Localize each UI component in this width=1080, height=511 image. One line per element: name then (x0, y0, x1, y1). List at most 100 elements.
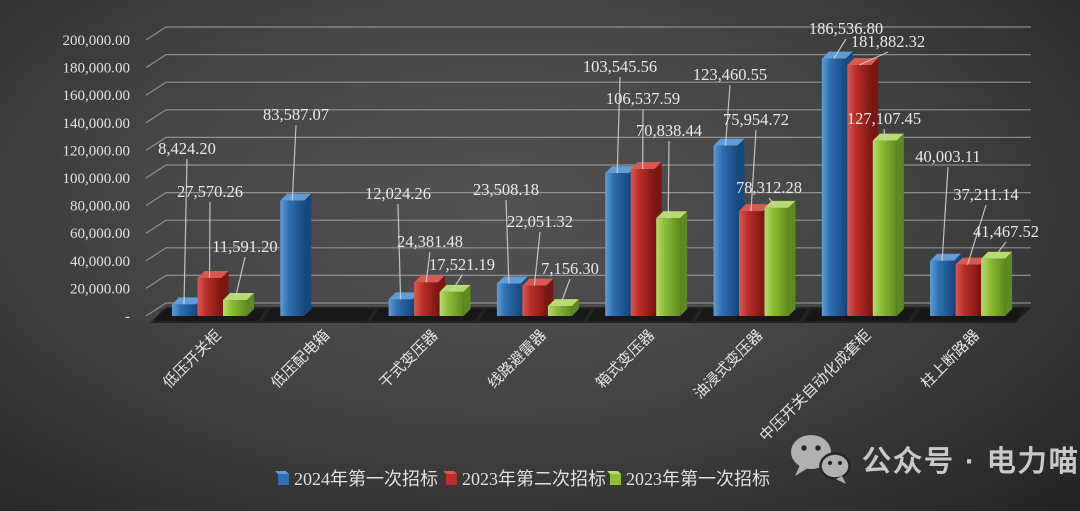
watermark-text: 公众号 · 电力喵 (862, 446, 1080, 478)
y-tick-label: 20,000.00 (70, 281, 130, 297)
legend-marker (446, 474, 457, 485)
legend-label: 2024年第一次招标 (294, 469, 438, 489)
data-label-leader-line (451, 274, 463, 293)
data-label-leader-line (616, 76, 621, 174)
data-label: 8,424.20 (158, 139, 216, 158)
legend-item-1: 2023年第二次招标 (443, 469, 606, 489)
data-label: 181,882.32 (851, 32, 925, 51)
data-label: 23,508.18 (473, 180, 539, 199)
data-label-leader-line (941, 166, 949, 261)
y-tick-label: 80,000.00 (70, 199, 130, 215)
gridline (145, 81, 1031, 96)
data-label-leader-line (505, 199, 510, 284)
data-label-leader-line (291, 124, 297, 201)
data-label-leader-line (750, 129, 757, 212)
wechat-icon (791, 435, 851, 484)
data-label-leader-line (967, 204, 987, 265)
category-label: 中压开关自动化成套柜 (757, 327, 875, 445)
data-labels: 8,424.20 83,587.07 12,024.26 23,508.18 103,5… (158, 19, 1039, 307)
y-tick-label: 180,000.00 (63, 61, 131, 77)
bar-2-2 (439, 284, 471, 316)
data-label-leader-line (667, 140, 670, 219)
data-label-leader-line (397, 203, 402, 300)
data-label: 24,381.48 (397, 232, 463, 251)
category-label: 柱上断路器 (918, 327, 983, 392)
bar-2-3 (547, 299, 579, 316)
x-axis-category-labels: 低压开关柜 低压配电箱 干式变压器 线路避雷器 箱式变压器 油浸式变压器中压开关自动化成套… (160, 327, 983, 445)
y-axis-tick-labels: - 20,000.00 40,000.00 60,000.00 80,000.00 100… (63, 33, 131, 325)
bar-0-1 (280, 193, 312, 316)
legend-marker-top (607, 471, 621, 474)
data-label-leader-line (768, 197, 777, 209)
data-label: 7,156.30 (541, 259, 599, 278)
bar-2-6 (872, 133, 904, 316)
data-label: 41,467.52 (973, 222, 1039, 241)
bar-2-7 (981, 251, 1013, 316)
data-label: 70,838.44 (636, 121, 702, 140)
data-label-leader-line (559, 278, 571, 307)
gridlines (145, 26, 1031, 317)
data-label-leader-line (724, 84, 731, 146)
legend-item-2: 2023年第一次招标 (607, 469, 770, 489)
legend: 2024年第一次招标 2023年第二次招标 2023年第一次招标 (275, 469, 770, 489)
data-label-leader-line (425, 251, 431, 283)
bar-2-5 (764, 200, 796, 316)
y-tick-label: 140,000.00 (63, 116, 131, 132)
bar-group-shadow (262, 309, 375, 321)
gridline (145, 109, 1031, 124)
watermark: 公众号 · 电力喵 (788, 433, 1080, 485)
chart-floor (150, 307, 1032, 323)
legend-label: 2023年第二次招标 (462, 469, 606, 489)
data-label: 83,587.07 (263, 105, 329, 124)
bars (154, 51, 1025, 321)
category-label: 干式变压器 (376, 327, 441, 392)
y-tick-label: 100,000.00 (63, 171, 131, 187)
gridline (145, 54, 1031, 69)
category-label: 低压开关柜 (160, 327, 225, 392)
gridline (145, 26, 1031, 41)
data-label: 186,536.80 (809, 19, 883, 38)
legend-item-0: 2024年第一次招标 (275, 469, 438, 489)
data-label-leader-line (833, 38, 847, 59)
category-label: 箱式变压器 (593, 327, 658, 392)
data-label-leader-line (859, 51, 889, 66)
data-label: 75,954.72 (723, 110, 789, 129)
y-tick-label: 40,000.00 (70, 254, 130, 270)
data-label: 78,312.28 (736, 178, 802, 197)
y-tick-label: 120,000.00 (63, 143, 131, 159)
data-label: 17,521.19 (429, 255, 495, 274)
y-tick-label: - (125, 309, 130, 325)
legend-marker (278, 474, 289, 485)
data-label-leader-line (883, 128, 886, 141)
legend-marker-top (275, 471, 289, 474)
legend-label: 2023年第一次招标 (626, 469, 770, 489)
data-label: 37,211.14 (953, 185, 1018, 204)
legend-marker (610, 474, 621, 485)
y-tick-label: 60,000.00 (70, 226, 130, 242)
data-label: 12,024.26 (365, 184, 431, 203)
category-label: 低压配电箱 (268, 327, 333, 392)
data-label: 22,051.32 (507, 212, 573, 231)
data-label: 103,545.56 (583, 57, 657, 76)
data-label-leader-line (992, 241, 1007, 260)
legend-marker-top (443, 471, 457, 474)
data-label: 40,003.11 (915, 147, 980, 166)
category-label: 线路避雷器 (485, 327, 550, 392)
data-label: 106,537.59 (606, 89, 680, 108)
data-label-leader-line (533, 231, 541, 286)
data-label: 11,591.20 (212, 237, 277, 256)
data-label: 123,460.55 (693, 65, 767, 84)
category-label: 油浸式变压器 (691, 327, 767, 403)
data-label: 27,570.26 (177, 182, 243, 201)
bar-2-4 (656, 211, 688, 316)
data-label-leader-line (208, 201, 211, 278)
data-label-leader-line (183, 158, 188, 305)
gridline (145, 136, 1031, 151)
data-label-leader-line (234, 256, 246, 301)
data-label: 127,107.45 (847, 109, 921, 128)
y-tick-label: 200,000.00 (63, 33, 131, 49)
y-tick-label: 160,000.00 (63, 88, 131, 104)
bar-2-0 (223, 293, 254, 316)
